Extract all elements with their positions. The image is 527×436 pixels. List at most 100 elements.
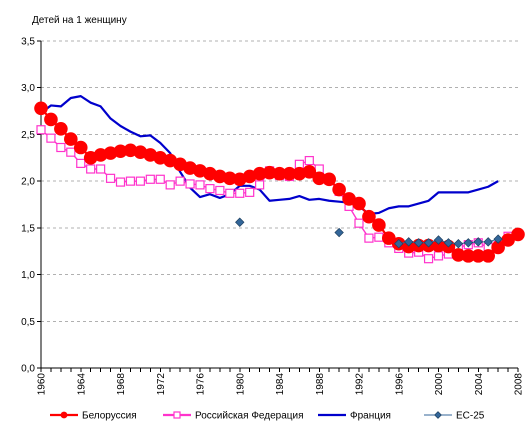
data-point	[113, 144, 128, 159]
data-point	[461, 249, 476, 263]
data-point	[46, 133, 56, 143]
data-point	[481, 249, 495, 263]
data-point	[73, 140, 88, 155]
data-point	[66, 147, 76, 157]
data-point	[362, 209, 376, 224]
x-tick-labels: 1960 1964 1968 1972 1976 1980 1984 1988 1992 1996…	[37, 373, 525, 396]
data-point	[56, 142, 66, 153]
y-tick-labels: 0,0 0,5 1,0 1,5 2,0 2,5 3,0 3,5	[21, 37, 35, 375]
data-point	[374, 232, 384, 242]
series-4	[235, 217, 503, 249]
data-point	[34, 101, 48, 116]
series-3	[40, 95, 499, 215]
data-point	[304, 155, 314, 166]
data-point	[175, 176, 185, 186]
data-point	[235, 188, 245, 198]
data-point	[36, 125, 46, 135]
data-point	[54, 122, 68, 136]
data-point	[302, 165, 317, 179]
data-point	[403, 237, 414, 247]
data-point	[354, 218, 364, 228]
data-point	[423, 238, 434, 248]
data-point	[135, 176, 145, 186]
data-point	[433, 251, 444, 261]
data-point	[433, 235, 444, 245]
x-tick-label: 1984	[275, 373, 286, 396]
data-point	[493, 234, 503, 244]
axes	[37, 40, 519, 372]
x-tick-label: 1960	[37, 373, 48, 396]
data-point	[225, 188, 235, 198]
x-tick-label: 2004	[474, 373, 485, 396]
series-1	[34, 101, 525, 263]
data-point	[105, 173, 116, 183]
legend-label: Франция	[350, 411, 391, 422]
data-point	[262, 165, 277, 180]
y-tick-label: 2,5	[21, 130, 35, 141]
x-tick-label: 1964	[76, 373, 87, 396]
data-point	[86, 164, 96, 174]
data-point	[451, 248, 466, 262]
legend-label: Российская Федерация	[195, 411, 304, 422]
data-point	[511, 227, 525, 242]
data-point	[205, 184, 215, 194]
data-point	[364, 233, 374, 243]
data-point	[60, 411, 68, 419]
legend-item-1: Белоруссия	[50, 411, 137, 422]
legend-item-3: Франция	[318, 411, 391, 422]
data-point	[96, 164, 106, 174]
data-point	[491, 240, 505, 255]
x-tick-label: 1976	[196, 373, 207, 396]
data-point	[145, 174, 155, 184]
data-point	[64, 132, 78, 146]
data-point	[471, 249, 486, 263]
data-point	[463, 238, 474, 248]
data-point	[434, 411, 442, 419]
data-point	[332, 182, 346, 197]
data-point	[223, 171, 237, 186]
data-point	[394, 239, 404, 249]
x-tick-label: 1972	[156, 373, 167, 396]
data-point	[195, 180, 205, 190]
data-point	[155, 174, 165, 184]
data-point	[215, 185, 225, 196]
x-tick-label: 1968	[116, 373, 127, 396]
data-point	[173, 411, 181, 419]
x-tick-label: 1980	[235, 373, 246, 396]
data-point	[44, 112, 58, 127]
data-point	[76, 158, 86, 168]
x-tick-label: 2000	[434, 373, 445, 396]
data-point	[443, 238, 454, 248]
y-axis-label: Детей на 1 женщину	[32, 15, 127, 26]
data-point	[252, 166, 267, 181]
x-tick-label: 1988	[315, 373, 326, 396]
data-point	[431, 238, 446, 253]
y-tick-label: 0,0	[21, 364, 35, 375]
y-tick-label: 0,5	[21, 317, 35, 328]
data-point	[413, 238, 424, 248]
data-point	[255, 180, 265, 190]
data-point	[473, 237, 483, 247]
series-line	[40, 95, 499, 215]
y-tick-label: 2,0	[21, 177, 35, 188]
data-point	[334, 227, 344, 238]
y-tick-label: 1,0	[21, 270, 35, 281]
y-tick-label: 3,0	[21, 83, 35, 94]
data-point	[115, 177, 126, 187]
legend: Белоруссия Российская Федерация Франция ЕС-…	[50, 411, 485, 422]
series-group	[34, 95, 525, 264]
legend-item-4: ЕС-25	[424, 411, 485, 422]
data-point	[312, 171, 327, 186]
data-point	[382, 231, 396, 245]
data-point	[322, 172, 336, 187]
legend-label: ЕС-25	[456, 411, 485, 422]
y-tick-label: 1,5	[21, 223, 35, 234]
x-tick-label: 2008	[514, 373, 525, 396]
data-point	[235, 217, 245, 227]
data-point	[282, 166, 297, 181]
data-point	[372, 218, 386, 232]
data-point	[501, 233, 515, 247]
data-point	[483, 237, 493, 247]
data-point	[352, 196, 366, 211]
data-point	[125, 176, 136, 186]
